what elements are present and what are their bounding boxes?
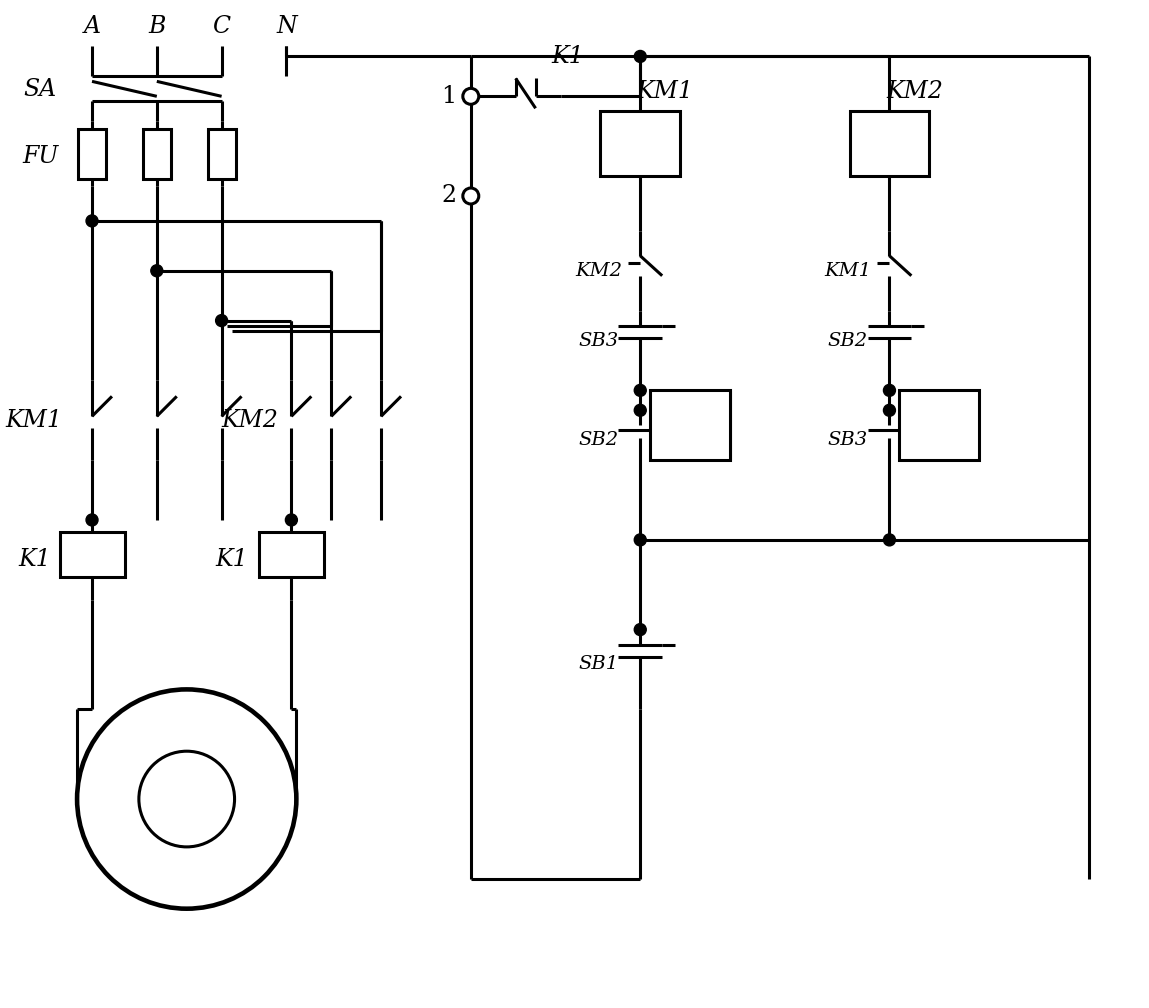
Text: A: A <box>84 15 100 38</box>
Circle shape <box>151 265 163 277</box>
Bar <box>650 390 730 460</box>
Circle shape <box>285 514 298 526</box>
Circle shape <box>884 384 895 396</box>
Text: KM2: KM2 <box>886 80 943 103</box>
Circle shape <box>634 534 646 546</box>
Bar <box>260 532 324 577</box>
Bar <box>601 111 680 176</box>
Circle shape <box>139 751 234 847</box>
Text: KM1: KM1 <box>637 80 694 103</box>
Circle shape <box>463 89 479 104</box>
Circle shape <box>634 404 646 416</box>
Circle shape <box>634 50 646 62</box>
Text: SB2: SB2 <box>827 332 867 350</box>
Circle shape <box>884 534 895 546</box>
Text: K1: K1 <box>215 548 248 572</box>
Text: SB3: SB3 <box>827 431 867 450</box>
Circle shape <box>634 384 646 396</box>
Text: B: B <box>148 15 165 38</box>
Text: KM1: KM1 <box>6 409 63 431</box>
Text: K1: K1 <box>18 548 51 572</box>
Circle shape <box>216 314 228 327</box>
Text: KM2: KM2 <box>221 409 278 431</box>
Bar <box>60 532 125 577</box>
Text: KM2: KM2 <box>904 416 951 434</box>
Text: N: N <box>276 15 296 38</box>
Circle shape <box>463 188 479 204</box>
Circle shape <box>884 404 895 416</box>
Text: 1: 1 <box>441 85 456 108</box>
Circle shape <box>77 689 296 908</box>
Circle shape <box>634 624 646 636</box>
Bar <box>208 129 236 179</box>
Text: C: C <box>213 15 231 38</box>
Bar <box>142 129 171 179</box>
Text: 2: 2 <box>441 184 456 208</box>
Text: KM1: KM1 <box>655 416 702 434</box>
Text: KM1: KM1 <box>824 262 871 280</box>
Text: SB3: SB3 <box>578 332 618 350</box>
Text: SB2: SB2 <box>578 431 618 450</box>
Bar <box>900 390 979 460</box>
Text: SA: SA <box>24 78 56 101</box>
Text: FU: FU <box>22 144 59 167</box>
Text: K1: K1 <box>552 45 584 68</box>
Bar <box>849 111 930 176</box>
Circle shape <box>86 514 98 526</box>
Bar <box>78 129 106 179</box>
Circle shape <box>86 215 98 227</box>
Text: SB1: SB1 <box>578 655 618 673</box>
Text: M: M <box>172 785 201 812</box>
Text: KM2: KM2 <box>574 262 622 280</box>
